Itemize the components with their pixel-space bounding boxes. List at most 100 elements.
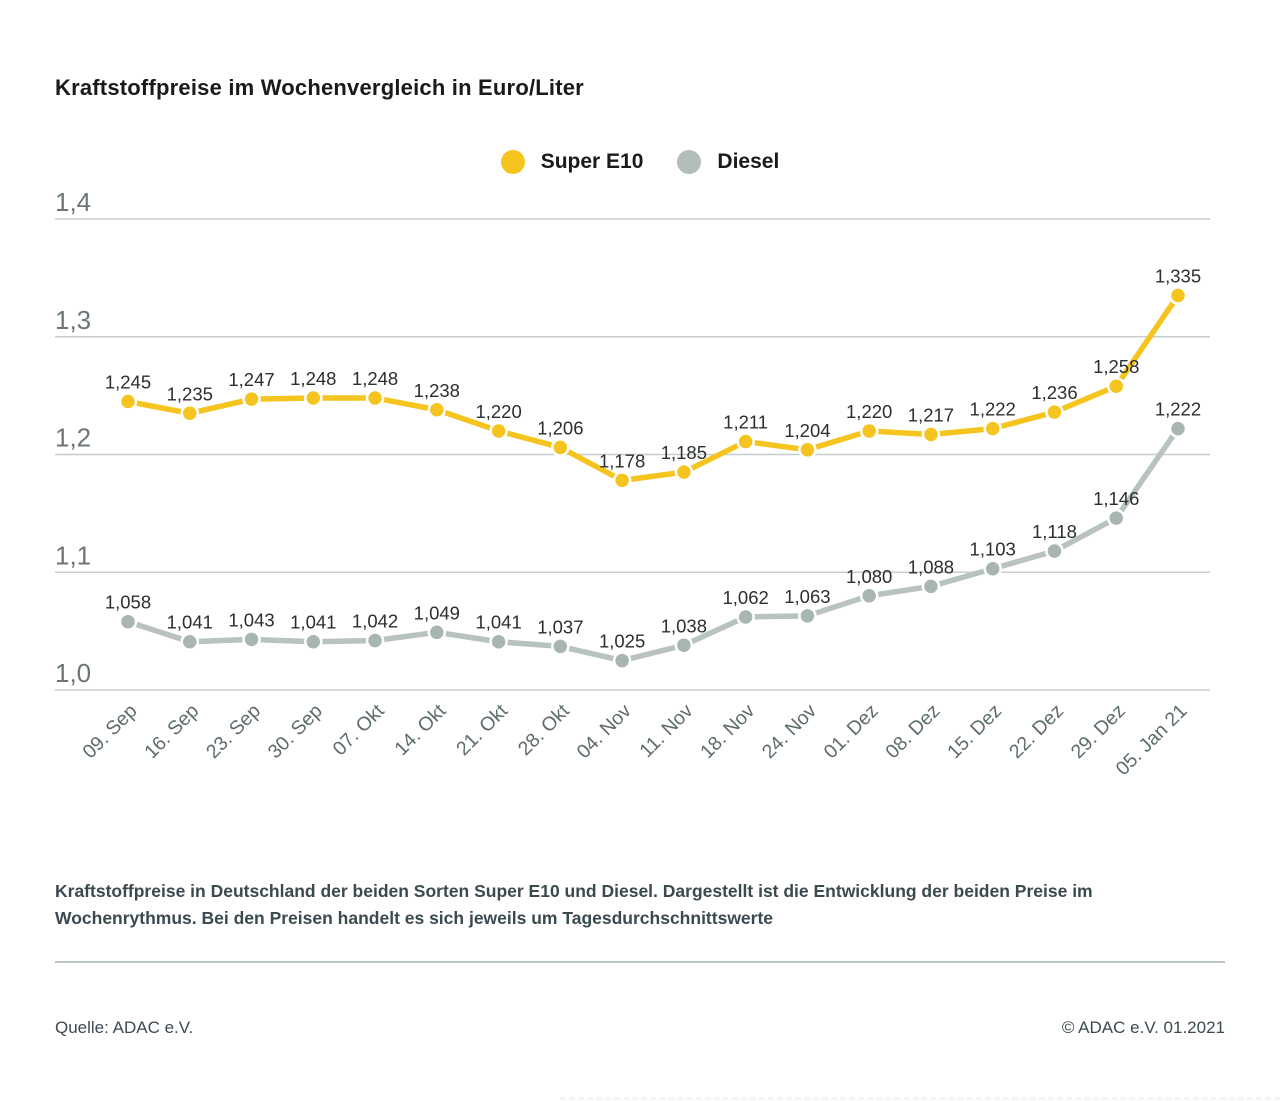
series-line-super-e10 <box>127 293 1181 484</box>
data-point-diesel <box>242 630 261 649</box>
data-point-super-e10 <box>859 421 879 441</box>
value-label-super-e10: 1,235 <box>167 383 213 404</box>
legend-dot-super-e10 <box>500 150 525 174</box>
data-point-super-e10 <box>427 400 447 420</box>
value-label-super-e10: 1,185 <box>661 442 707 463</box>
value-label-diesel: 1,080 <box>846 566 892 587</box>
x-tick-label: 22. Dez <box>1005 700 1068 763</box>
y-tick-label: 1,4 <box>55 187 91 217</box>
value-label-diesel: 1,103 <box>970 539 1016 560</box>
value-label-super-e10: 1,335 <box>1155 266 1201 287</box>
value-label-diesel: 1,118 <box>1032 521 1077 542</box>
x-tick-label: 23. Sep <box>202 700 265 763</box>
value-label-super-e10: 1,248 <box>352 368 398 389</box>
x-tick-label: 15. Dez <box>943 700 1006 763</box>
legend-item-super-e10: Super E10 <box>500 150 644 174</box>
x-tick-label: 28. Okt <box>514 700 574 760</box>
data-point-super-e10 <box>551 438 570 457</box>
data-point-super-e10 <box>489 421 508 441</box>
data-point-diesel <box>674 636 694 655</box>
data-point-diesel <box>427 623 447 642</box>
data-point-diesel <box>612 651 632 670</box>
data-point-super-e10 <box>180 404 200 423</box>
x-tick-label: 24. Nov <box>758 700 821 763</box>
data-point-diesel <box>489 632 508 651</box>
value-label-diesel: 1,062 <box>722 587 768 608</box>
data-point-diesel <box>1045 541 1064 561</box>
legend-label-diesel: Diesel <box>717 150 780 173</box>
data-point-super-e10 <box>1168 286 1188 305</box>
data-point-diesel <box>1168 419 1188 438</box>
x-tick-label: 04. Nov <box>573 700 636 763</box>
x-tick-label: 21. Okt <box>452 700 512 760</box>
value-label-diesel: 1,038 <box>661 615 707 636</box>
value-label-diesel: 1,037 <box>537 616 583 637</box>
value-label-super-e10: 1,258 <box>1093 356 1139 377</box>
bottom-faint-dashed-line <box>560 1097 1280 1100</box>
x-tick-label: 30. Sep <box>264 700 327 763</box>
value-label-diesel: 1,042 <box>352 611 398 632</box>
value-label-diesel: 1,025 <box>599 631 645 652</box>
value-label-super-e10: 1,204 <box>784 420 830 441</box>
series-line-diesel <box>127 427 1181 664</box>
data-point-diesel <box>983 559 1002 578</box>
legend-dot-diesel <box>677 150 702 174</box>
footer-divider <box>55 961 1225 963</box>
value-label-diesel: 1,043 <box>228 609 274 630</box>
value-label-diesel: 1,049 <box>414 602 460 623</box>
value-label-super-e10: 1,247 <box>228 369 274 390</box>
data-point-diesel <box>180 632 200 651</box>
value-label-diesel: 1,146 <box>1093 488 1139 509</box>
value-label-diesel: 1,041 <box>290 612 336 633</box>
x-tick-label: 08. Dez <box>881 700 944 763</box>
data-point-super-e10 <box>983 419 1002 438</box>
legend-item-diesel: Diesel <box>677 150 779 174</box>
data-point-super-e10 <box>118 392 138 411</box>
data-point-diesel <box>118 612 138 631</box>
x-tick-label: 09. Sep <box>78 700 141 763</box>
y-tick-label: 1,1 <box>55 540 91 570</box>
data-point-diesel <box>551 637 570 656</box>
value-label-super-e10: 1,206 <box>537 417 583 438</box>
data-point-super-e10 <box>612 471 632 490</box>
value-label-super-e10: 1,222 <box>970 399 1016 420</box>
data-point-super-e10 <box>798 440 817 460</box>
value-label-diesel: 1,058 <box>105 592 151 613</box>
copyright-text: © ADAC e.V. 01.2021 <box>1061 1018 1225 1037</box>
value-label-super-e10: 1,238 <box>414 380 460 401</box>
page-title: Kraftstoffpreise im Wochenvergleich in E… <box>55 74 584 100</box>
data-point-super-e10 <box>736 432 755 451</box>
data-point-super-e10 <box>1106 376 1126 396</box>
data-point-diesel <box>1106 508 1126 528</box>
data-point-diesel <box>304 632 323 651</box>
data-point-super-e10 <box>1045 402 1064 422</box>
x-tick-label: 16. Sep <box>140 700 203 763</box>
value-label-super-e10: 1,217 <box>908 404 954 425</box>
data-point-super-e10 <box>921 425 941 444</box>
data-point-super-e10 <box>365 388 385 408</box>
x-tick-label: 01. Dez <box>820 700 883 763</box>
value-label-diesel: 1,222 <box>1155 399 1201 420</box>
data-point-super-e10 <box>304 388 323 408</box>
value-label-super-e10: 1,236 <box>1031 382 1077 403</box>
x-tick-label: 11. Nov <box>635 700 697 762</box>
value-label-super-e10: 1,178 <box>599 450 645 471</box>
y-tick-label: 1,2 <box>55 423 91 453</box>
y-tick-label: 1,3 <box>55 305 91 335</box>
value-label-diesel: 1,041 <box>475 612 521 633</box>
data-point-super-e10 <box>242 389 261 409</box>
data-point-diesel <box>921 577 941 596</box>
value-label-diesel: 1,041 <box>167 612 213 633</box>
data-point-diesel <box>798 606 817 626</box>
value-label-diesel: 1,088 <box>908 556 954 577</box>
chart-legend: Super E10 Diesel <box>0 150 1280 174</box>
data-point-diesel <box>365 631 385 650</box>
y-tick-label: 1,0 <box>55 658 91 688</box>
data-point-diesel <box>859 586 879 606</box>
value-label-super-e10: 1,220 <box>846 401 892 422</box>
value-label-super-e10: 1,211 <box>723 412 768 433</box>
legend-label-super-e10: Super E10 <box>540 150 644 173</box>
data-point-diesel <box>736 607 755 627</box>
x-tick-label: 29. Dez <box>1067 700 1130 763</box>
